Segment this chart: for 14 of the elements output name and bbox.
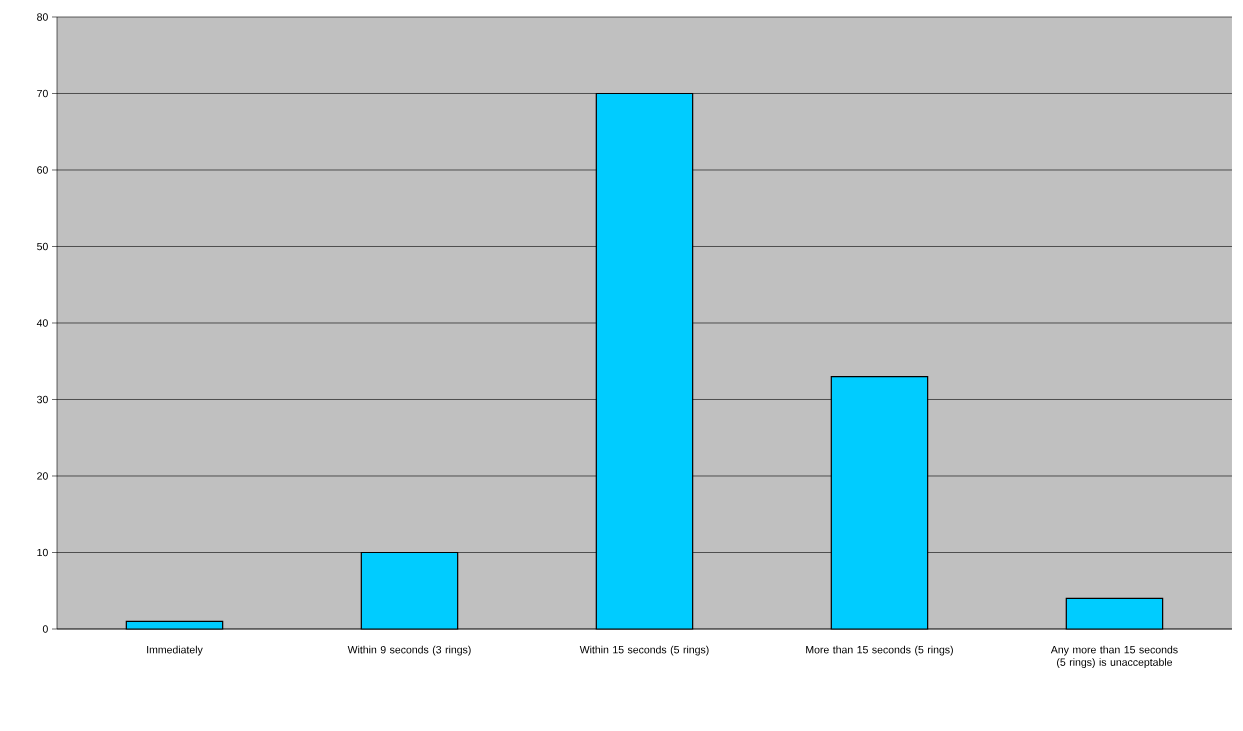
y-tick-label: 20 bbox=[37, 472, 48, 480]
y-tick-label: 40 bbox=[36, 319, 48, 327]
x-tick-label: Immediately bbox=[147, 645, 203, 656]
y-tick-label: 50 bbox=[37, 242, 48, 251]
x-tick-label: Any more than 15 seconds (5 rings) is unacceptable bbox=[1050, 645, 1178, 668]
y-tick-label: 0 bbox=[42, 625, 48, 633]
x-tick-label: More than 15 seconds (5 rings) bbox=[806, 645, 953, 656]
x-tick-label: Within 15 seconds (5 rings) bbox=[579, 645, 709, 656]
y-tick-label: 60 bbox=[37, 166, 48, 174]
y-tick-label: 30 bbox=[37, 395, 48, 404]
y-tick-label: 10 bbox=[37, 548, 48, 557]
y-tick-label: 70 bbox=[37, 89, 48, 98]
y-tick-label: 80 bbox=[37, 13, 48, 21]
x-tick-label: Within 9 seconds (3 rings) bbox=[347, 645, 471, 656]
